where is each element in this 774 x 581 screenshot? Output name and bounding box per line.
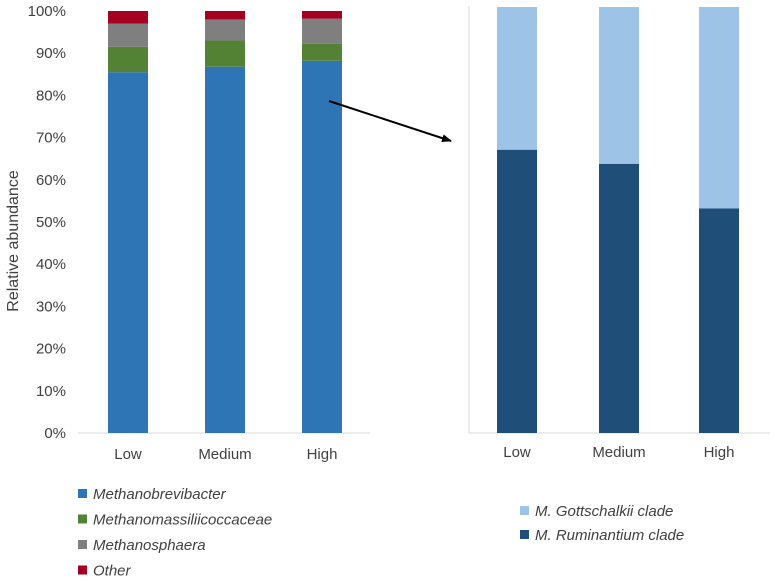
right-stacked-bar-chart: Low Medium High M. Gottschalkii clade M. Ru… [468, 6, 770, 544]
bar-high-methanosphaera [302, 18, 342, 44]
legend-swatch-m-gottschalkii-clade [520, 506, 529, 515]
bar-low-methanobrevibacter [108, 72, 148, 433]
x-tick-label: Low [503, 444, 531, 461]
x-tick-label: High [704, 444, 735, 461]
y-tick-label: 60% [36, 172, 66, 189]
bar-medium-methanomassiliicoccaceae [205, 40, 245, 67]
y-tick-label: 70% [36, 130, 66, 147]
x-tick-label: High [307, 446, 338, 463]
bar-high-m-gottschalkii-clade [699, 7, 739, 209]
bar-low-methanomassiliicoccaceae [108, 46, 148, 73]
legend-swatch-methanomassiliicoccaceae [78, 514, 87, 524]
y-axis-label: Relative abundance [5, 170, 22, 312]
left-legend: Methanobrevibacter Methanomassiliicoccace… [78, 486, 272, 580]
legend-label-methanomassiliicoccaceae: Methanomassiliicoccaceae [93, 512, 272, 529]
zoom-arrow [328, 100, 452, 142]
right-x-tick-labels: Low Medium High [503, 444, 734, 461]
bar-medium-methanobrevibacter [205, 66, 245, 433]
legend-label-methanosphaera: Methanosphaera [93, 537, 206, 554]
legend-swatch-other [78, 565, 87, 575]
legend-label-m-gottschalkii-clade: M. Gottschalkii clade [535, 503, 673, 520]
bar-low-other [108, 11, 148, 24]
left-bars [108, 11, 342, 434]
y-tick-label: 50% [36, 214, 66, 231]
legend-swatch-methanosphaera [78, 540, 87, 549]
bar-medium-m-gottschalkii-clade [599, 7, 639, 164]
legend-label-other: Other [93, 563, 132, 580]
x-tick-label: Low [114, 446, 142, 463]
x-tick-label: Medium [592, 444, 645, 461]
bar-low-m-gottschalkii-clade [497, 7, 537, 150]
legend-label-methanobrevibacter: Methanobrevibacter [93, 486, 227, 503]
legend-label-m-ruminantium-clade: M. Ruminantium clade [535, 527, 684, 544]
legend-swatch-m-ruminantium-clade [520, 530, 529, 539]
y-tick-label: 0% [44, 425, 66, 442]
bar-medium-other [205, 11, 245, 20]
right-bars [497, 7, 739, 433]
y-tick-label: 20% [36, 341, 66, 358]
left-stacked-bar-chart: Relative abundance 0% 10% 20% 30% 40% 50% 60% 7… [5, 3, 370, 580]
bar-high-methanobrevibacter [302, 60, 342, 434]
bar-medium-methanosphaera [205, 19, 245, 41]
x-tick-label: Medium [198, 446, 251, 463]
bar-high-other [302, 11, 342, 19]
legend-swatch-methanobrevibacter [78, 489, 87, 498]
left-y-tick-labels: 0% 10% 20% 30% 40% 50% 60% 70% 80% 90% 100% [28, 3, 66, 442]
bar-low-methanosphaera [108, 23, 148, 47]
y-tick-label: 90% [36, 45, 66, 62]
bar-low-m-ruminantium-clade [497, 149, 537, 433]
y-tick-label: 80% [36, 87, 66, 104]
y-tick-label: 40% [36, 256, 66, 273]
bar-medium-m-ruminantium-clade [599, 163, 639, 433]
y-tick-label: 10% [36, 383, 66, 400]
y-tick-label: 30% [36, 298, 66, 315]
right-legend: M. Gottschalkii clade M. Ruminantium clad… [520, 503, 684, 544]
left-x-tick-labels: Low Medium High [114, 446, 337, 463]
y-tick-label: 100% [28, 3, 66, 20]
bar-high-methanomassiliicoccaceae [302, 43, 342, 61]
bar-high-m-ruminantium-clade [699, 208, 739, 433]
